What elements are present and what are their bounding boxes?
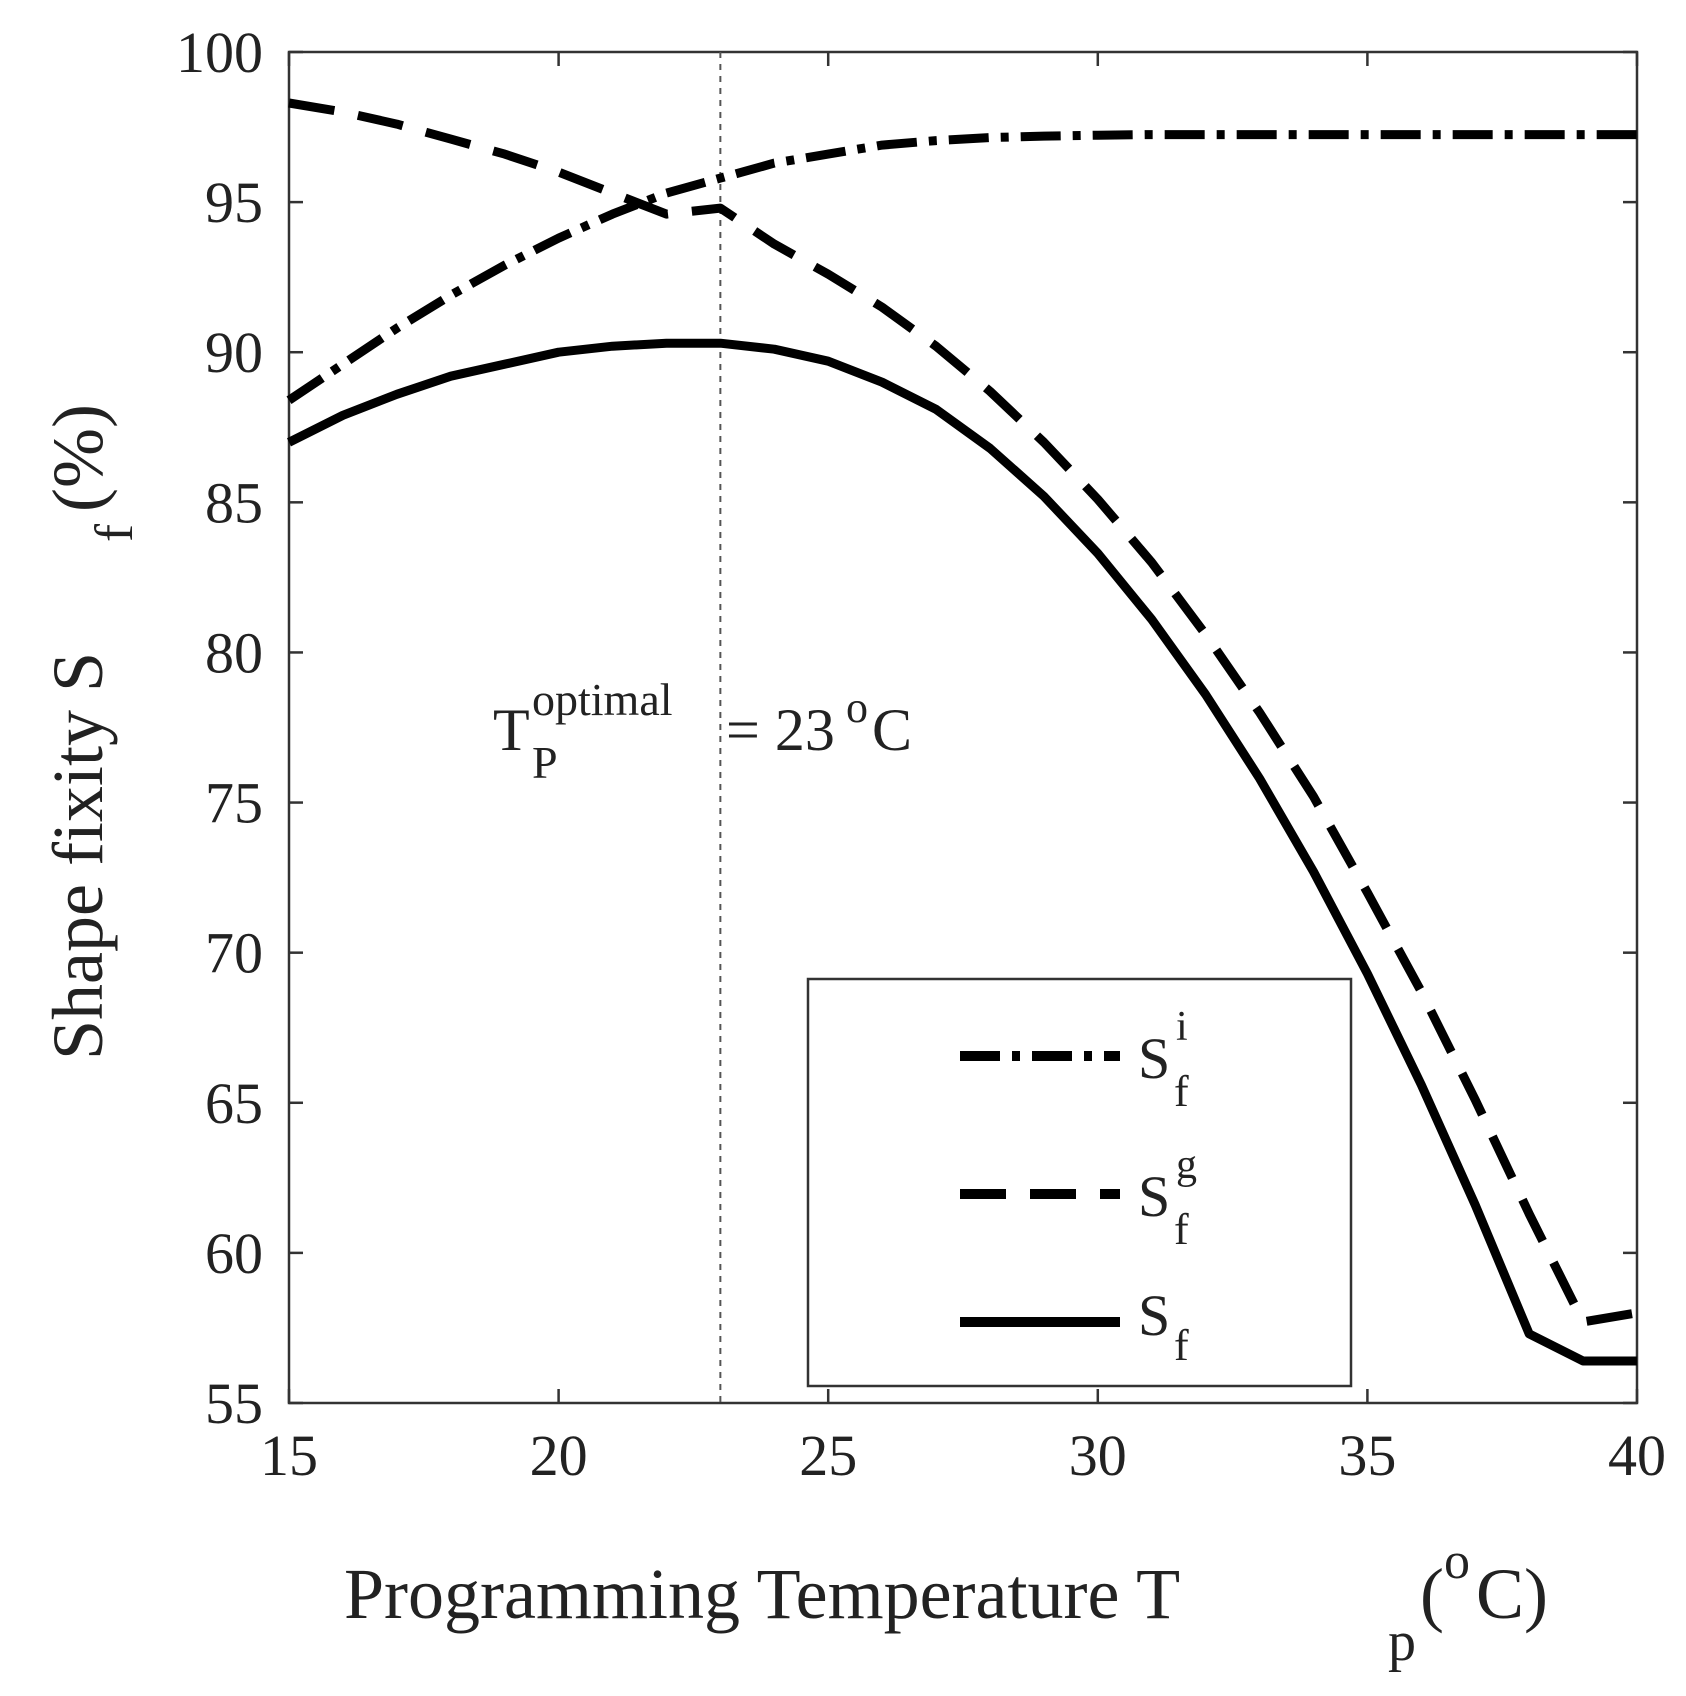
y-tick-label: 65 [205, 1071, 263, 1136]
x-tick-label: 15 [260, 1423, 318, 1488]
y-axis-label-sub: f [84, 524, 144, 542]
y-tick-label: 55 [205, 1371, 263, 1436]
x-tick-label: 40 [1608, 1423, 1666, 1488]
legend-label-sf-g-sub: f [1174, 1205, 1189, 1254]
legend-label-sf-i-sub: f [1174, 1067, 1189, 1116]
y-tick-label: 95 [205, 170, 263, 235]
y-tick-label: 85 [205, 470, 263, 535]
x-axis-label-main: Programming Temperature T [344, 1554, 1180, 1634]
legend: S i f S g f S f [806, 977, 1353, 1388]
x-axis-label-paren: ( [1420, 1554, 1444, 1634]
legend-label-sf-i-sup: i [1176, 1004, 1188, 1050]
x-axis-label-unit: C) [1476, 1554, 1548, 1634]
optimal-annotation-sub: P [532, 737, 558, 788]
optimal-annotation-deg: o [846, 683, 868, 732]
optimal-annotation-unit: C [872, 697, 912, 763]
series-line-sf-g [288, 98, 1638, 1327]
x-axis-label: Programming Temperature T p ( o C) [344, 1533, 1548, 1673]
legend-label-sf-g-sup: g [1176, 1142, 1197, 1188]
y-axis-label-unit: (%) [38, 404, 118, 512]
x-tick-label: 30 [1069, 1423, 1127, 1488]
x-tick-label: 35 [1338, 1423, 1396, 1488]
legend-label-sf-i-main: S [1138, 1026, 1170, 1091]
optimal-annotation-eq: = 23 [726, 697, 835, 763]
data-series [286, 98, 1638, 1366]
optimal-annotation-main: T [493, 697, 530, 763]
legend-label-sf-main: S [1138, 1283, 1170, 1348]
x-axis-label-sub: p [1388, 1611, 1416, 1673]
legend-label-sf-g-main: S [1138, 1164, 1170, 1229]
y-tick-label: 90 [205, 320, 263, 385]
axis-ticks [287, 50, 1639, 1405]
x-tick-label: 20 [530, 1423, 588, 1488]
plot-area-frame [287, 50, 1639, 1405]
series-line-sf [286, 338, 1637, 1366]
legend-label-sf-sub: f [1174, 1321, 1189, 1370]
series-line-sf-i [286, 130, 1637, 405]
y-tick-label: 60 [205, 1221, 263, 1286]
tick-labels: 15 20 25 30 35 40 55 60 65 70 75 80 85 90 95 100 [176, 20, 1666, 1488]
y-axis-label: Shape fixity S f (%) [38, 404, 144, 1060]
optimal-annotation-sup: optimal [532, 674, 673, 725]
y-tick-label: 75 [205, 771, 263, 836]
y-tick-label: 70 [205, 921, 263, 986]
x-tick-label: 25 [799, 1423, 857, 1488]
y-axis-label-main: Shape fixity S [38, 652, 118, 1060]
x-axis-label-sup: o [1444, 1533, 1470, 1590]
y-tick-label: 100 [176, 20, 263, 85]
y-tick-label: 80 [205, 620, 263, 685]
